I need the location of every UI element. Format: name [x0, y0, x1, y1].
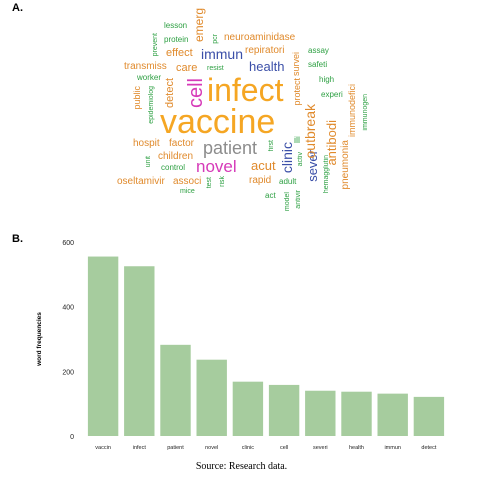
word-cloud-term: test: [206, 177, 213, 189]
word-cloud-term: immunodefici: [347, 84, 357, 138]
word-cloud-term: act: [265, 191, 276, 200]
bar-clinic: [232, 381, 264, 436]
bar-novel: [196, 359, 227, 436]
x-tick-label: novel: [205, 445, 218, 451]
word-cloud-term: emerg: [192, 8, 206, 43]
word-cloud-term: ill: [294, 135, 300, 145]
word-cloud-term: safeti: [308, 60, 328, 69]
word-cloud-term: cell: [185, 78, 207, 109]
bar-vaccin: [87, 256, 119, 436]
word-cloud-term: experi: [321, 90, 343, 99]
word-cloud-term: clinic: [279, 142, 295, 174]
y-tick-label: 400: [62, 305, 74, 312]
word-cloud-term: high: [319, 75, 335, 84]
word-cloud-term: protect: [292, 78, 302, 106]
word-cloud-term: resist: [207, 65, 224, 72]
word-cloud-term: activ: [297, 152, 304, 167]
word-cloud-term: worker: [137, 73, 162, 82]
word-cloud-term: acut: [251, 158, 276, 173]
y-axis-label: word frequencies: [36, 312, 43, 367]
word-cloud-term: hospit: [133, 138, 160, 149]
word-cloud-term: lesson: [164, 21, 188, 30]
word-cloud-term: patient: [203, 138, 258, 158]
word-cloud-term: epidemiolog: [148, 86, 155, 124]
word-cloud-term: public: [132, 86, 142, 110]
source-note: Source: Research data.: [195, 461, 288, 472]
bar-health: [341, 391, 372, 436]
word-cloud-term: factor: [169, 138, 195, 149]
word-cloud-term: children: [158, 151, 194, 162]
bar-severi: [305, 390, 336, 436]
word-cloud-term: model: [284, 192, 291, 212]
word-cloud-term: prevent: [152, 33, 159, 57]
word-cloud-term: assay: [308, 46, 329, 55]
word-cloud-term: unit: [145, 156, 152, 168]
word-cloud-term: first: [268, 140, 275, 152]
word-cloud-term: detect: [164, 78, 176, 108]
word-cloud-term: mice: [180, 188, 195, 195]
word-cloud-term: pcr: [212, 34, 219, 44]
x-tick-label: severi: [313, 445, 328, 451]
word-cloud-term: neuroaminidase: [224, 32, 296, 43]
word-cloud-term: risk: [219, 176, 226, 187]
word-cloud-term: protein: [164, 35, 189, 44]
x-tick-label: immun: [384, 445, 401, 451]
word-cloud-term: immun: [201, 46, 244, 62]
word-cloud-term: immunogen: [362, 94, 369, 131]
bar-detect: [413, 396, 445, 436]
y-tick-label: 0: [70, 434, 74, 441]
panel-b-label: B.: [12, 233, 23, 245]
x-tick-label: detect: [421, 445, 436, 451]
x-tick-label: infect: [133, 445, 147, 451]
word-cloud-term: novel: [196, 157, 237, 176]
word-cloud-term: oseltamivir: [117, 176, 165, 187]
y-tick-label: 200: [62, 369, 74, 376]
y-tick-label: 600: [62, 240, 74, 247]
x-tick-label: health: [349, 445, 364, 451]
word-cloud-term: infect: [207, 72, 284, 108]
word-cloud-term: associ: [173, 176, 202, 187]
bar-infect: [124, 266, 155, 436]
word-cloud-term: antivir: [295, 190, 302, 209]
bar-patient: [160, 344, 191, 436]
bar-chart: 0 200 400 600 word frequencies vaccin infect pa…: [36, 240, 445, 451]
word-cloud-term: vaccine: [160, 103, 276, 141]
panel-a-label: A.: [12, 2, 23, 14]
bar-immun: [377, 393, 408, 436]
x-tick-label: patient: [167, 445, 184, 451]
word-cloud-term: adult: [279, 177, 297, 186]
word-cloud-term: rapid: [249, 175, 272, 186]
x-tick-label: clinic: [242, 445, 254, 451]
word-cloud-term: transmiss: [124, 61, 167, 72]
word-cloud-term: outbreak: [302, 104, 318, 159]
word-cloud: infect vaccine patient novel cell immun health…: [0, 0, 483, 230]
word-cloud-term: control: [161, 163, 186, 172]
word-cloud-term: repiratori: [245, 45, 285, 56]
word-cloud-term: care: [176, 62, 198, 74]
word-cloud-term: survei: [291, 52, 301, 77]
x-tick-label: vaccin: [95, 445, 111, 451]
bar-cell: [268, 384, 300, 436]
word-cloud-term: effect: [166, 47, 193, 59]
x-tick-label: cell: [280, 445, 288, 451]
word-cloud-term: hemagglutin: [323, 155, 330, 194]
word-cloud-term: health: [249, 59, 285, 74]
word-cloud-term: pneumonia: [340, 140, 351, 190]
